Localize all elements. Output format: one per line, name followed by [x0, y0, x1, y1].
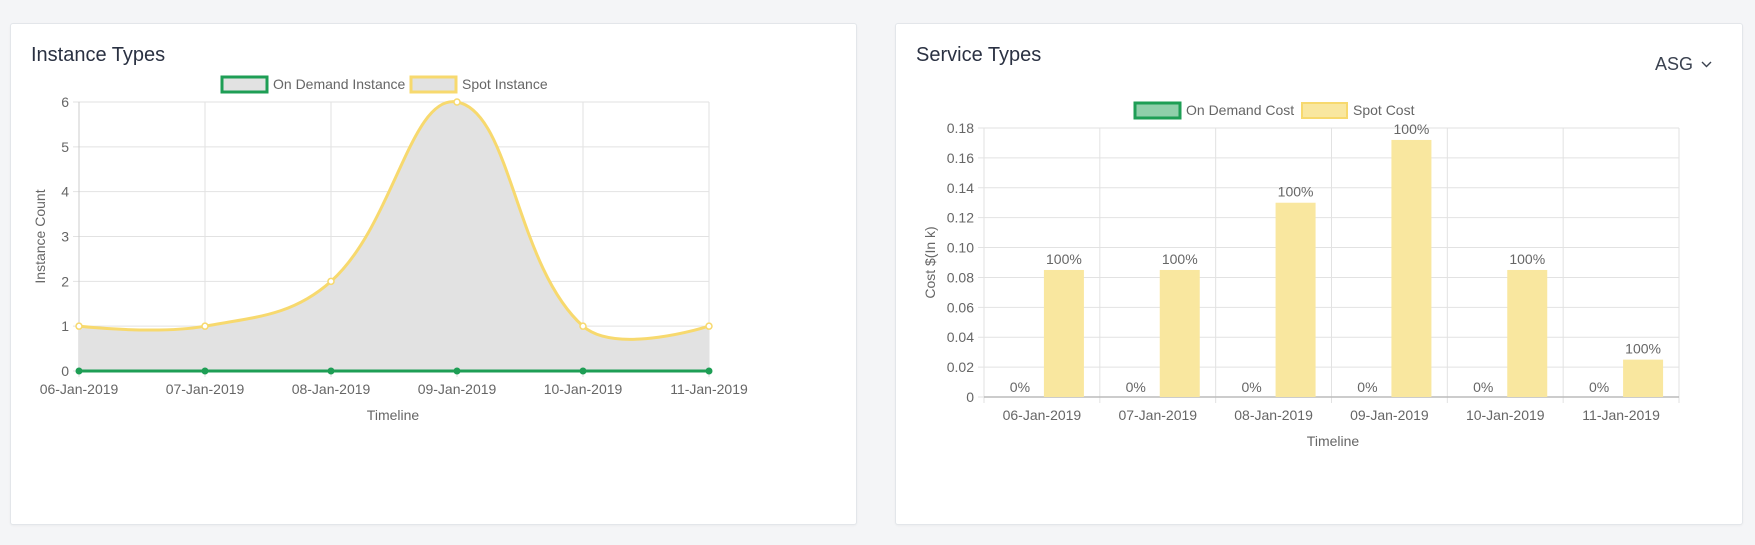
x-tick-label: 08-Jan-2019: [1234, 407, 1313, 423]
y-tick-label: 0.02: [947, 359, 974, 375]
spot-instance-point: [705, 322, 713, 330]
spot-instance-area: [79, 101, 709, 371]
spot-cost-bar: [1043, 269, 1084, 397]
y-tick-label: 0.04: [947, 329, 974, 345]
on-demand-cost-data-label: 0%: [1473, 379, 1493, 395]
legend-label-on-demand-instance: On Demand Instance: [273, 76, 406, 92]
y-tick-label: 0.18: [947, 120, 974, 136]
x-tick-label: 07-Jan-2019: [1118, 407, 1197, 423]
spot-cost-data-label: 100%: [1625, 341, 1661, 357]
y-tick-label: 0.16: [947, 150, 974, 166]
x-tick-label: 08-Jan-2019: [292, 381, 371, 397]
y-tick-label: 0: [61, 363, 69, 379]
legend-label-on-demand-cost: On Demand Cost: [1186, 102, 1294, 118]
legend-label-spot-cost: Spot Cost: [1353, 102, 1415, 118]
x-tick-label: 06-Jan-2019: [1003, 407, 1082, 423]
on-demand-cost-data-label: 0%: [1010, 379, 1030, 395]
x-tick-label: 10-Jan-2019: [544, 381, 623, 397]
spot-cost-data-label: 100%: [1046, 251, 1082, 267]
spot-cost-data-label: 100%: [1394, 121, 1430, 137]
spot-cost-bar: [1275, 202, 1316, 397]
x-tick-label: 10-Jan-2019: [1466, 407, 1545, 423]
y-tick-label: 0.12: [947, 210, 974, 226]
legend-swatch-spot-instance: [409, 75, 458, 94]
legend-label-spot-instance: Spot Instance: [462, 76, 548, 92]
spot-cost-bar: [1507, 269, 1548, 397]
spot-cost-data-label: 100%: [1278, 184, 1314, 200]
instance-types-title: Instance Types: [31, 44, 166, 66]
on-demand-instance-point: [201, 367, 209, 375]
x-tick-label: 11-Jan-2019: [1582, 407, 1660, 423]
x-tick-label: 09-Jan-2019: [418, 381, 497, 397]
on-demand-cost-data-label: 0%: [1126, 379, 1146, 395]
y-tick-label: 3: [61, 229, 69, 245]
on-demand-instance-point: [453, 367, 461, 375]
legend-swatch-on-demand-instance: [220, 75, 269, 94]
on-demand-instance-point: [75, 367, 83, 375]
service-types-title: Service Types: [916, 44, 1042, 66]
x-tick-label: 06-Jan-2019: [40, 381, 119, 397]
on-demand-instance-point: [705, 367, 713, 375]
x-tick-label: 07-Jan-2019: [166, 381, 245, 397]
legend-swatch-spot-cost: [1301, 102, 1348, 119]
spot-instance-point: [453, 98, 461, 106]
chevron-down-icon: [1701, 61, 1712, 68]
y-tick-label: 0.08: [947, 269, 974, 285]
x-tick-label: 11-Jan-2019: [670, 381, 748, 397]
y-tick-label: 5: [61, 139, 69, 155]
on-demand-cost-data-label: 0%: [1241, 379, 1261, 395]
spot-instance-point: [579, 322, 587, 330]
y-tick-label: 0.14: [947, 180, 974, 196]
spot-cost-data-label: 100%: [1162, 251, 1198, 267]
y-tick-label: 0.10: [947, 240, 974, 256]
y-tick-label: 4: [61, 184, 69, 200]
legend-swatch-on-demand-cost: [1133, 101, 1182, 120]
spot-instance-point: [327, 277, 335, 286]
spot-instance-point: [75, 322, 83, 330]
y-axis-title: Instance Count: [32, 189, 48, 283]
y-tick-label: 1: [61, 318, 69, 334]
x-axis-title: Timeline: [1307, 433, 1360, 449]
y-axis-title: Cost $(In k): [922, 226, 938, 298]
y-tick-label: 0: [966, 389, 974, 405]
instance-types-panel: Instance Types 0 1 2 3 4 5 6 06-Jan-2019 07-Jan-…: [10, 23, 857, 525]
y-tick-label: 6: [61, 94, 69, 110]
x-axis-title: Timeline: [367, 407, 420, 423]
spot-cost-bar: [1391, 139, 1432, 397]
spot-cost-data-label: 100%: [1509, 251, 1545, 267]
spot-cost-bar: [1159, 269, 1200, 397]
on-demand-instance-point: [327, 367, 335, 375]
on-demand-cost-data-label: 0%: [1357, 379, 1377, 395]
spot-instance-point: [201, 322, 209, 330]
y-tick-label: 0.06: [947, 299, 974, 315]
x-tick-label: 09-Jan-2019: [1350, 407, 1429, 423]
service-type-selected: ASG: [1654, 54, 1693, 74]
service-type-dropdown[interactable]: ASG: [1655, 54, 1712, 75]
spot-cost-bar: [1623, 359, 1664, 397]
on-demand-cost-data-label: 0%: [1589, 379, 1609, 395]
service-types-chart: 0 0.02 0.04 0.06 0.08 0.10 0.12 0.14 0.16 0.18 06-…: [922, 101, 1680, 449]
on-demand-instance-point: [579, 367, 587, 375]
service-types-panel: Service Types ASG 0 0.02 0.04 0.06 0.08 0.10 0…: [895, 23, 1743, 525]
y-tick-label: 2: [61, 273, 69, 289]
instance-types-chart: 0 1 2 3 4 5 6 06-Jan-2019 07-Jan-2019 08-Jan-2019…: [32, 75, 748, 423]
